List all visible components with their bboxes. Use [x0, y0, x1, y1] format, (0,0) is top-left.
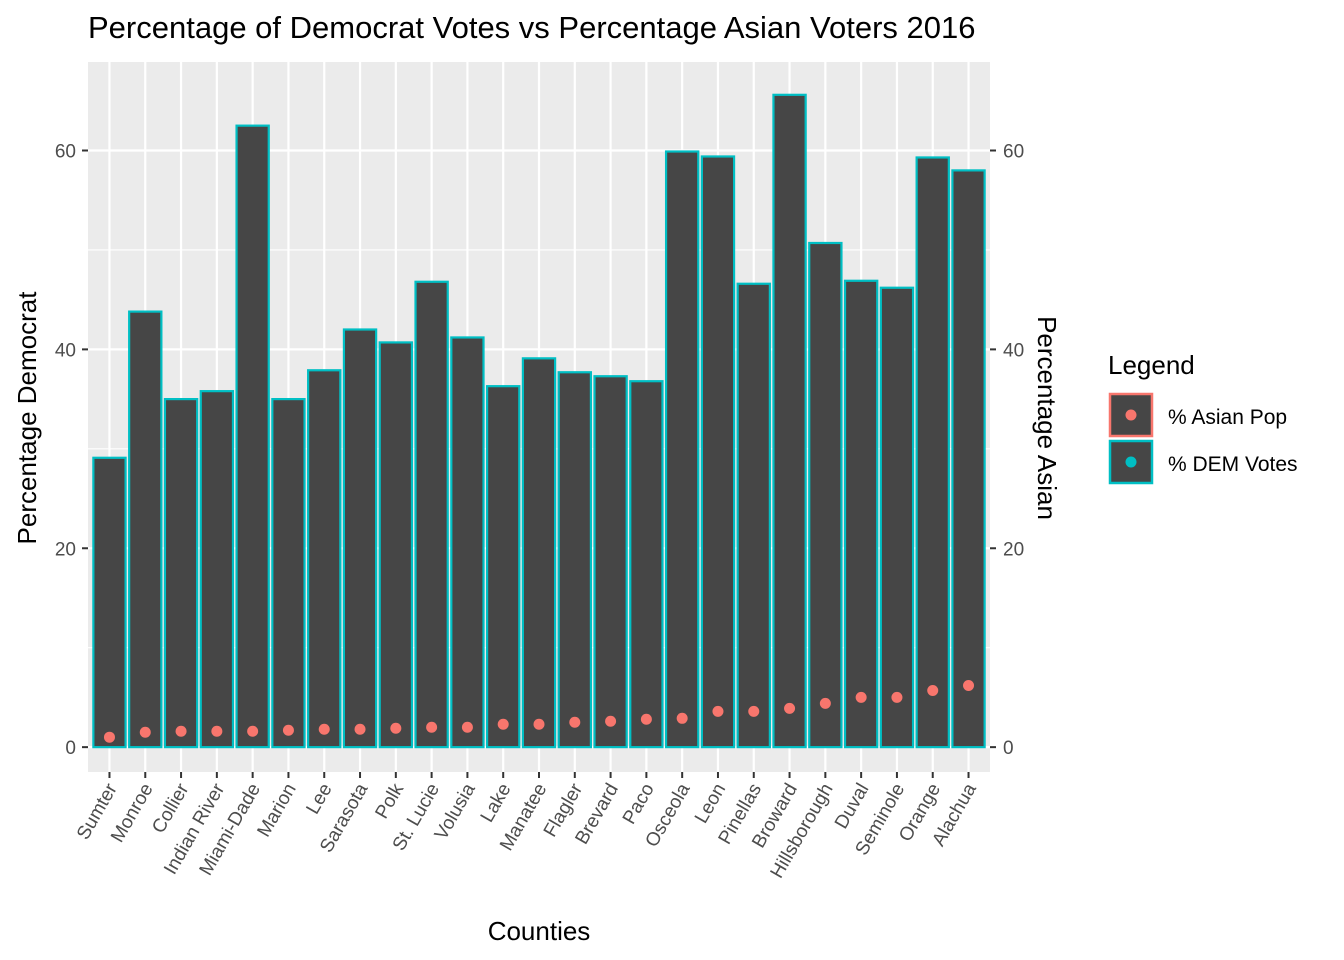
bar: [593, 375, 628, 749]
bar: [664, 150, 700, 749]
bar: [843, 279, 879, 749]
legend-point-dem-votes: [1125, 456, 1137, 468]
legend-label-asian-pop: % Asian Pop: [1168, 406, 1287, 429]
y-tick-label-left: 60: [55, 142, 76, 163]
bar: [772, 93, 807, 749]
bar: [235, 124, 270, 749]
legend-title: Legend: [1108, 350, 1195, 380]
bar: [951, 169, 986, 749]
point: [891, 691, 903, 703]
legend-point-asian-pop: [1125, 409, 1137, 421]
bar: [736, 282, 771, 749]
bar: [915, 156, 950, 749]
point: [103, 731, 115, 743]
point: [426, 721, 438, 733]
y-tick-label-right: 60: [1003, 142, 1024, 163]
point: [676, 712, 688, 724]
chart-title: Percentage of Democrat Votes vs Percenta…: [88, 10, 975, 45]
bar: [378, 341, 414, 749]
bar: [879, 286, 915, 749]
point: [605, 715, 617, 727]
bar: [271, 398, 306, 749]
legend-entry-asian-pop: % Asian Pop: [1108, 392, 1287, 438]
point: [354, 723, 366, 735]
point: [282, 724, 294, 736]
point: [390, 722, 402, 734]
y-tick-label-left: 40: [55, 340, 76, 361]
bar: [342, 328, 378, 749]
point: [819, 697, 831, 709]
y-axis-left: 0 20 40 60: [55, 142, 88, 759]
y-tick-label-right: 0: [1003, 738, 1014, 759]
y-axis-label-right: Percentage Asian: [1032, 316, 1062, 520]
bar: [629, 380, 664, 749]
y-tick-label-right: 20: [1003, 539, 1024, 560]
point-series-asian-pop: [103, 679, 975, 743]
bar: [414, 280, 449, 749]
legend-label-dem-votes: % DEM Votes: [1168, 453, 1298, 476]
point: [569, 716, 581, 728]
point: [784, 702, 796, 714]
bar: [450, 336, 485, 749]
x-axis-label: Counties: [488, 916, 591, 946]
bar: [199, 390, 235, 749]
bar: [700, 155, 736, 749]
bar: [485, 385, 521, 749]
point: [640, 713, 652, 725]
bar: [92, 456, 127, 749]
y-tick-label-left: 20: [55, 539, 76, 560]
legend: Legend % Asian Pop % DEM Votes: [1108, 350, 1298, 485]
point: [855, 691, 867, 703]
bar: [808, 241, 843, 749]
point: [461, 721, 473, 733]
bar: [163, 398, 199, 749]
bar: [557, 371, 593, 749]
x-tick-label: Polk: [371, 780, 408, 823]
point: [712, 705, 724, 717]
bar: [128, 310, 163, 749]
point: [963, 679, 975, 691]
bar: [521, 357, 557, 749]
point: [139, 726, 151, 738]
x-tick-label: Lee: [303, 780, 337, 818]
point: [748, 705, 760, 717]
point: [175, 725, 187, 737]
point: [247, 725, 259, 737]
point: [497, 718, 509, 730]
legend-entry-dem-votes: % DEM Votes: [1108, 439, 1298, 485]
y-tick-label-right: 40: [1003, 340, 1024, 361]
point: [927, 684, 939, 696]
bar: [307, 369, 342, 749]
point: [211, 725, 223, 737]
bar-series-dem-votes: [92, 93, 986, 749]
y-axis-label-left: Percentage Democrat: [12, 291, 42, 545]
point: [318, 723, 330, 735]
point: [533, 718, 545, 730]
y-axis-right: 0 20 40 60: [990, 142, 1024, 759]
y-tick-label-left: 0: [65, 738, 76, 759]
